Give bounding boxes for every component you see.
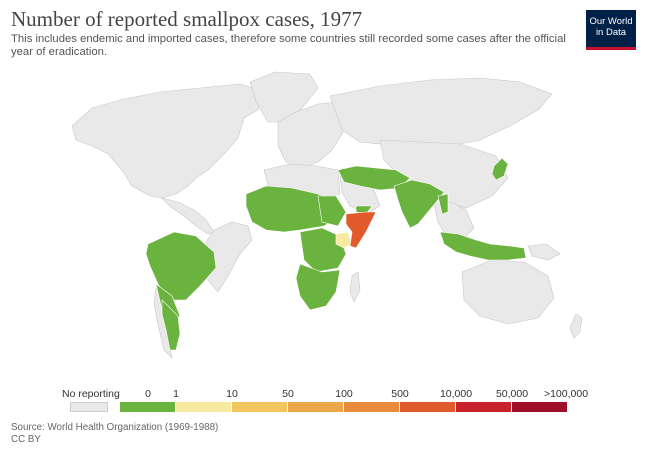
map-region-russia — [329, 77, 553, 149]
map-region-indonesia — [439, 231, 527, 261]
legend-tick-label: 10,000 — [439, 388, 473, 400]
logo-line-1: Our World — [589, 16, 633, 27]
map-region-greenland — [249, 71, 319, 123]
legend-tick-label: >100,000 — [543, 388, 589, 400]
map-region-sudan — [317, 195, 347, 227]
map-region-myanmar — [437, 193, 449, 215]
map-region-brazil — [145, 231, 217, 301]
map-region-kenya — [335, 231, 353, 249]
source-note: Source: World Health Organization (1969-… — [11, 422, 218, 446]
legend-tick-label: 50 — [282, 388, 294, 400]
map-region-japan — [491, 157, 509, 181]
logo-line-2: in Data — [595, 27, 627, 38]
legend-bin-6[interactable] — [456, 402, 512, 412]
chart-subtitle: This includes endemic and imported cases… — [11, 33, 566, 58]
legend-bin-7[interactable] — [512, 402, 568, 412]
legend-tick-label: 0 — [145, 388, 151, 400]
map-region-somalia — [345, 211, 377, 249]
land-grey — [71, 71, 583, 359]
map-region-argentina — [161, 299, 181, 351]
legend-tick-label: 10 — [226, 388, 238, 400]
map-region-southern-africa — [295, 263, 341, 311]
map-legend: No reporting 0 1 10 50 100 500 10,000 50,000 >10… — [0, 384, 645, 414]
legend-no-reporting-label: No reporting — [62, 388, 120, 400]
legend-bin-4[interactable] — [344, 402, 400, 412]
land-zero-cases — [145, 157, 527, 351]
source-line: Source: World Health Organization (1969-… — [11, 422, 219, 433]
legend-bin-1[interactable] — [176, 402, 232, 412]
legend-bin-0[interactable] — [120, 402, 176, 412]
legend-tick-label: 100 — [335, 388, 353, 400]
map-region-europe — [277, 101, 351, 169]
map-region-australia — [461, 259, 555, 325]
map-region-papua — [527, 243, 561, 261]
legend-tick-label: 50,000 — [495, 388, 529, 400]
map-region-madagascar — [349, 271, 361, 303]
owid-logo[interactable]: Our World in Data — [586, 10, 636, 50]
license-line: CC BY — [11, 434, 41, 445]
world-map[interactable] — [0, 62, 645, 380]
legend-bin-5[interactable] — [400, 402, 456, 412]
map-region-west-africa — [245, 185, 341, 233]
legend-bin-3[interactable] — [288, 402, 344, 412]
legend-no-reporting-swatch[interactable] — [70, 402, 108, 412]
map-region-new-zealand — [569, 313, 583, 339]
legend-bin-2[interactable] — [232, 402, 288, 412]
map-region-india — [393, 179, 445, 229]
chart-title: Number of reported smallpox cases, 1977 — [11, 7, 363, 31]
map-region-central-america — [161, 197, 215, 235]
map-region-north-america — [71, 83, 261, 199]
map-region-central-africa — [299, 227, 347, 273]
legend-tick-label: 1 — [173, 388, 179, 400]
legend-tick-label: 500 — [391, 388, 409, 400]
